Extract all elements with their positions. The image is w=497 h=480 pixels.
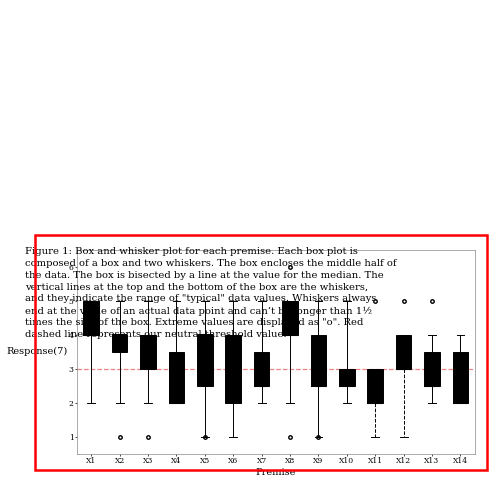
X-axis label: Premise: Premise <box>255 468 296 477</box>
PathPatch shape <box>226 335 241 403</box>
Text: Figure 1: Box and whisker plot for each premise. Each box plot is
composed of a : Figure 1: Box and whisker plot for each … <box>24 247 396 339</box>
PathPatch shape <box>168 351 184 403</box>
PathPatch shape <box>339 369 355 385</box>
PathPatch shape <box>112 335 127 351</box>
PathPatch shape <box>453 351 468 403</box>
PathPatch shape <box>396 335 412 369</box>
PathPatch shape <box>197 335 213 385</box>
PathPatch shape <box>424 351 440 385</box>
Y-axis label: Response(7): Response(7) <box>6 347 68 356</box>
PathPatch shape <box>83 300 99 335</box>
PathPatch shape <box>367 369 383 403</box>
PathPatch shape <box>282 300 298 335</box>
PathPatch shape <box>254 351 269 385</box>
PathPatch shape <box>311 335 326 385</box>
PathPatch shape <box>140 335 156 369</box>
